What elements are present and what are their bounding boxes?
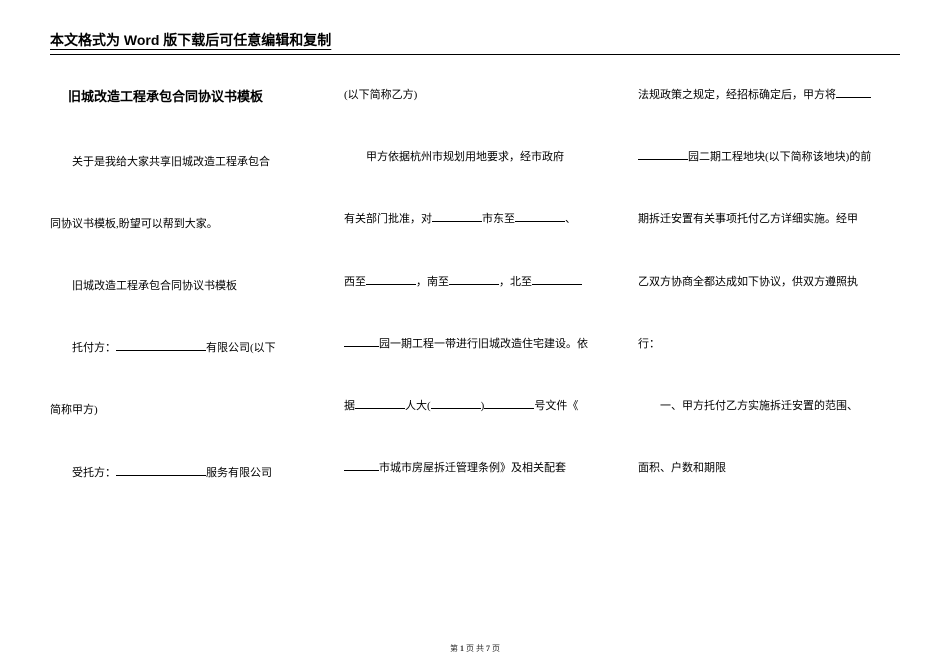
text: 、: [565, 213, 576, 225]
text: 受托方：: [72, 467, 116, 479]
text: 服务有限公司: [206, 467, 272, 479]
document-title: 旧城改造工程承包合同协议书模板: [50, 83, 312, 112]
text: 有限公司(以下: [206, 342, 276, 354]
text: 园一期工程一带进行旧城改造住宅建设。依: [379, 338, 588, 350]
paragraph: 乙双方协商全都达成如下协议，供双方遵照执: [638, 270, 900, 294]
paragraph: 简称甲方): [50, 398, 312, 422]
text: 据: [344, 400, 355, 412]
text: 市城市房屋拆迁管理条例》及相关配套: [379, 462, 566, 474]
blank-field: [355, 398, 405, 409]
paragraph: 受托方： 服务有限公司: [50, 461, 312, 485]
page-footer: 第 1 页 共 7 页: [0, 643, 950, 654]
blank-field: [116, 465, 206, 476]
text: 法规政策之规定，经招标确定后，甲方将: [638, 89, 836, 101]
paragraph: 旧城改造工程承包合同协议书模板: [50, 274, 312, 298]
paragraph: 一、甲方托付乙方实施拆迁安置的范围、: [638, 394, 900, 418]
text: ，南至: [416, 276, 449, 288]
paragraph: 据人大()号文件《: [344, 394, 606, 418]
column-2: (以下简称乙方) 甲方依据杭州市规划用地要求，经市政府 有关部门批准，对 市东至 、…: [344, 83, 606, 523]
text: 西至: [344, 276, 366, 288]
paragraph: 甲方依据杭州市规划用地要求，经市政府: [344, 145, 606, 169]
blank-field: [116, 340, 206, 351]
blank-field: [366, 274, 416, 285]
paragraph: (以下简称乙方): [344, 83, 606, 107]
blank-field: [449, 274, 499, 285]
paragraph: 园一期工程一带进行旧城改造住宅建设。依: [344, 332, 606, 356]
paragraph: 面积、户数和期限: [638, 456, 900, 480]
blank-field: [638, 149, 688, 160]
text: 人大(: [405, 400, 431, 412]
paragraph: 托付方： 有限公司(以下: [50, 336, 312, 360]
paragraph: 园二期工程地块(以下简称该地块)的前: [638, 145, 900, 169]
document-header: 本文格式为 Word 版下载后可任意编辑和复制: [50, 30, 900, 55]
paragraph: 有关部门批准，对 市东至 、: [344, 207, 606, 231]
blank-field: [431, 398, 481, 409]
text: 园二期工程地块(以下简称该地块)的前: [688, 151, 871, 163]
paragraph: 西至 ，南至 ，北至: [344, 270, 606, 294]
blank-field: [515, 211, 565, 222]
blank-field: [344, 336, 379, 347]
paragraph: 市城市房屋拆迁管理条例》及相关配套: [344, 456, 606, 480]
blank-field: [836, 87, 871, 98]
paragraph: 行：: [638, 332, 900, 356]
text: 托付方：: [72, 342, 116, 354]
column-1: 旧城改造工程承包合同协议书模板 关于是我给大家共享旧城改造工程承包合 同协议书模…: [50, 83, 312, 523]
blank-field: [484, 398, 534, 409]
paragraph: 同协议书模板,盼望可以帮到大家。: [50, 212, 312, 236]
total-pages: 7: [486, 644, 490, 653]
text: 市东至: [482, 213, 515, 225]
footer-text: 页 共: [466, 644, 484, 653]
paragraph: 法规政策之规定，经招标确定后，甲方将: [638, 83, 900, 107]
footer-text: 页: [492, 644, 500, 653]
text: ，北至: [499, 276, 532, 288]
document-body: 旧城改造工程承包合同协议书模板 关于是我给大家共享旧城改造工程承包合 同协议书模…: [50, 83, 900, 523]
paragraph: 关于是我给大家共享旧城改造工程承包合: [50, 150, 312, 174]
text: 号文件《: [534, 400, 578, 412]
page-number: 1: [460, 644, 464, 653]
blank-field: [344, 460, 379, 471]
blank-field: [532, 274, 582, 285]
text: 有关部门批准，对: [344, 213, 432, 225]
column-3: 法规政策之规定，经招标确定后，甲方将 园二期工程地块(以下简称该地块)的前 期拆…: [638, 83, 900, 523]
footer-text: 第: [450, 644, 458, 653]
blank-field: [432, 211, 482, 222]
paragraph: 期拆迁安置有关事项托付乙方详细实施。经甲: [638, 207, 900, 231]
